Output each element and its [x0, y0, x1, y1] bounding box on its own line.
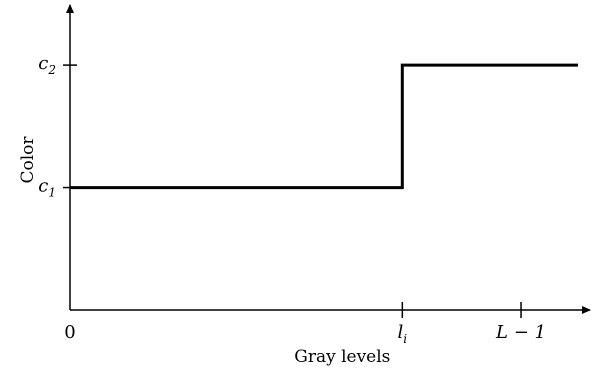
x-axis-label: Gray levels: [294, 347, 390, 367]
step-series-line: [70, 63, 578, 190]
x-tick-label-2: L − 1: [495, 322, 546, 343]
x-tick-label-1: li: [398, 322, 408, 346]
x-tick-label-0: 0: [64, 322, 75, 343]
x-tick-group: 0 li L − 1: [64, 302, 546, 346]
y-tick-label-c2: c2: [38, 53, 56, 77]
y-tick-group: c1 c2: [38, 53, 77, 200]
y-tick-label-c1: c1: [38, 176, 56, 200]
y-axis-label: Color: [18, 136, 38, 184]
